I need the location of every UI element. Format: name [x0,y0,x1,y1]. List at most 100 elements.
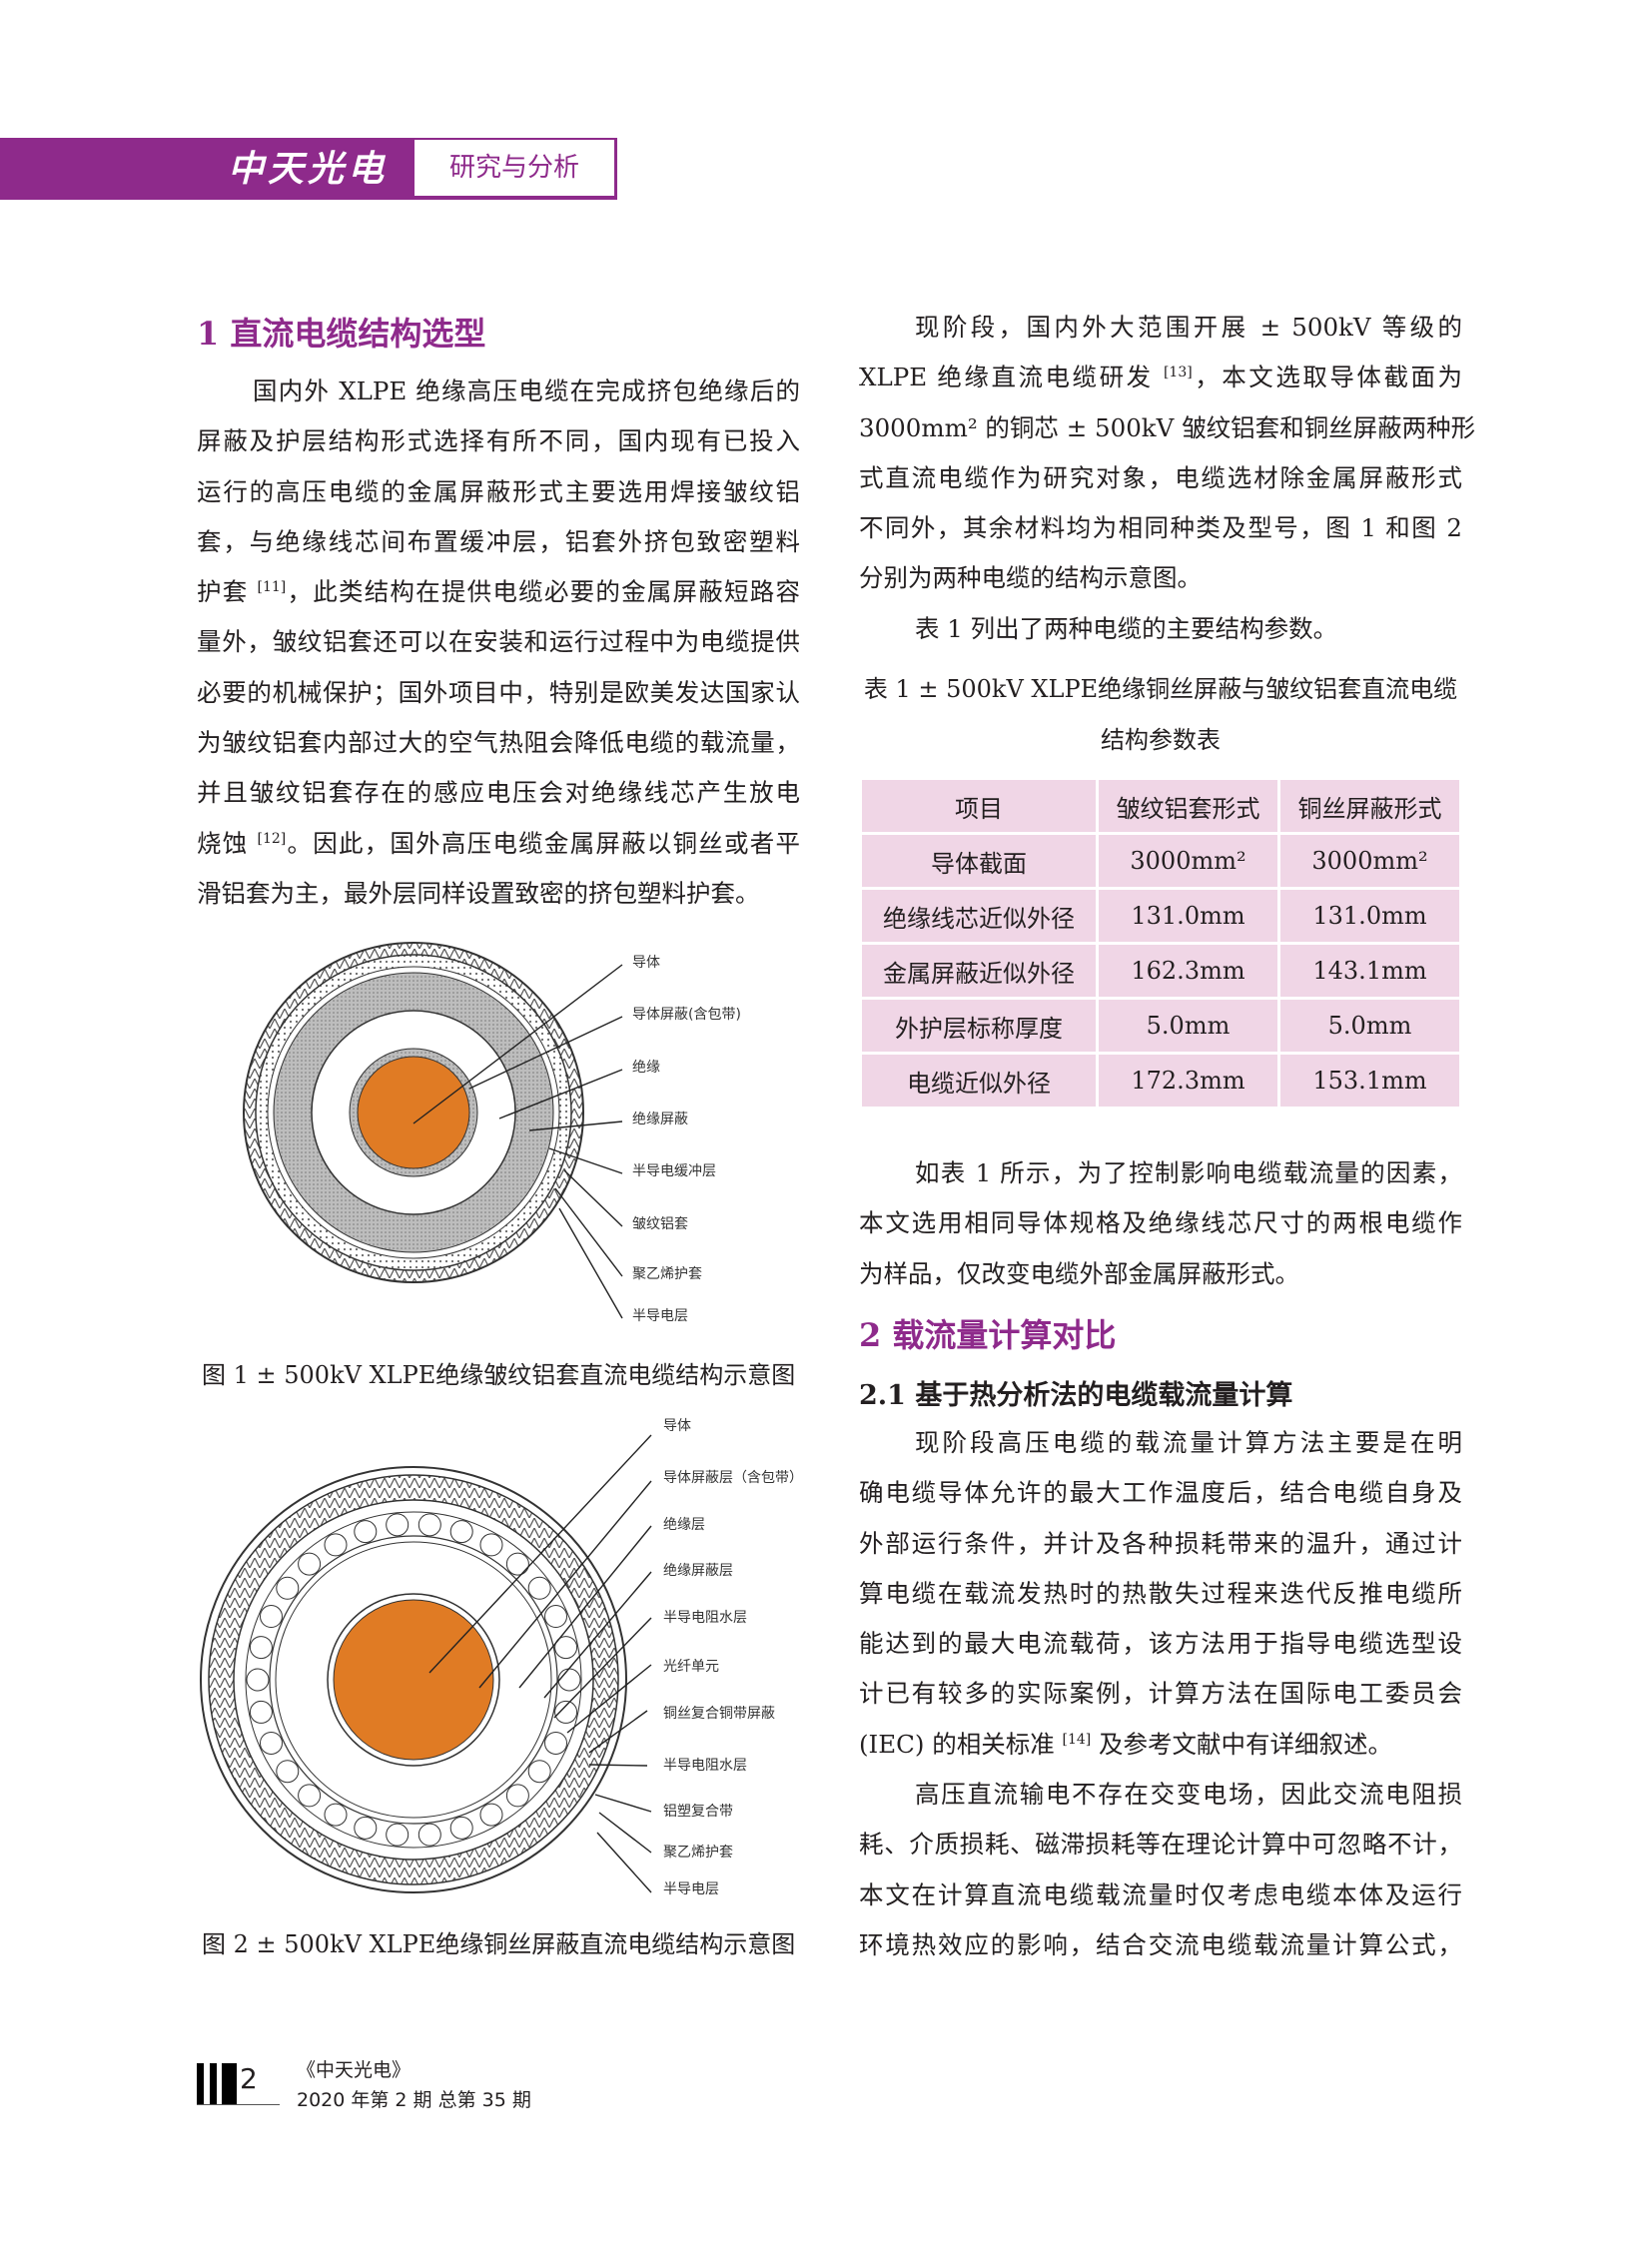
copper-wire [354,1816,378,1840]
copper-wire [544,1605,568,1629]
text-line: 式直流电缆作为研究对象，电缆选材除金属屏蔽形式 [859,462,1462,492]
copper-wire [246,1668,270,1692]
right-body-text-3: 现阶段高压电缆的载流量计算方法主要是在明确电缆导体允许的最大工作温度后，结合电缆… [859,1418,1462,1970]
copper-wire [249,1636,273,1660]
diagram-label: 半导电缓冲层 [632,1163,716,1179]
table-row: 绝缘线芯近似外径 131.0mm 131.0mm [859,887,1462,945]
copper-wire [479,1533,503,1557]
text-line: 算电缆在载流发热时的热散失过程来迭代反推电缆所 [859,1578,1462,1608]
journal-logo: 中天光电 [228,148,389,190]
diagram-label: 半导电阻水层 [663,1610,747,1626]
copper-wire [527,1760,551,1784]
copper-wire [554,1700,578,1724]
diagram-label: 聚乙烯护套 [632,1266,702,1282]
diagram-label: 绝缘层 [663,1517,705,1533]
copper-wire [449,1520,473,1544]
text-line: 环境热效应的影响，结合交流电缆载流量计算公式， [859,1929,1462,1959]
copper-wire [259,1605,283,1629]
copper-wire [354,1520,378,1544]
footer-bar-decoration [222,2063,237,2104]
text-line: 3000mm² 的铜芯 ± 500kV 皱纹铝套和铜丝屏蔽两种形 [859,412,1476,442]
copper-wire [417,1823,441,1847]
table-caption-line-1: 表 1 ± 500kV XLPE绝缘铜丝屏蔽与皱纹铝套直流电缆 [863,675,1458,703]
table-header: 铜丝屏蔽形式 [1277,777,1462,835]
table-cell: 162.3mm [1096,942,1280,1000]
diagram-label: 导体 [632,955,660,971]
table-cell: 143.1mm [1277,942,1462,1000]
footer-journal: 《中天光电》 [297,2059,412,2081]
footer-issue: 2020 年第 2 期 总第 35 期 [297,2089,531,2111]
text-line: 现阶段高压电缆的载流量计算方法主要是在明 [915,1428,1462,1457]
text-line: 本文选用相同导体规格及绝缘线芯尺寸的两根电缆作 [859,1208,1462,1238]
text-line: 计已有较多的实际案例，计算方法在国际电工委员会 [859,1679,1462,1709]
table-cell: 5.0mm [1096,997,1280,1055]
text-line: 耗、介质损耗、磁滞损耗等在理论计算中可忽略不计， [859,1830,1462,1860]
table-cell: 131.0mm [1277,887,1462,945]
table-row: 电缆近似外径 172.3mm 153.1mm [859,1052,1462,1110]
copper-wire [386,1823,410,1847]
diagram-label: 半导电层 [632,1308,688,1324]
copper-wire [544,1731,568,1755]
text-line: 确电缆导体允许的最大工作温度后，结合电缆自身及 [859,1478,1462,1508]
text-line: 为样品，仅改变电缆外部金属屏蔽形式。 [859,1258,1299,1288]
table-cell: 5.0mm [1277,997,1462,1055]
text-line: 外部运行条件，并计及各种损耗带来的温升，通过计 [859,1528,1462,1558]
section-heading-2: 2 载流量计算对比 [859,1316,1117,1354]
table-row: 外护层标称厚度 5.0mm 5.0mm [859,997,1462,1055]
figure1-caption: 图 1 ± 500kV XLPE绝缘皱纹铝套直流电缆结构示意图 [202,1361,796,1389]
copper-wire [276,1576,300,1600]
diagram-label: 光纤单元 [663,1659,719,1675]
text-line: XLPE 绝缘直流电缆研发 [13]，本文选取导体截面为 [859,363,1462,392]
copper-wire [324,1803,348,1827]
diagram-label: 导体 [663,1418,691,1434]
copper-wire [417,1513,441,1537]
text-line: 运行的高压电缆的金属屏蔽形式主要选用焊接皱纹铝 [197,476,800,506]
copper-wire [298,1784,322,1808]
copper-wire [449,1816,473,1840]
table-cell: 导体截面 [859,832,1099,890]
copper-wire [479,1803,503,1827]
cable-diagram-aluminum-sheath [243,942,623,1319]
text-line: 国内外 XLPE 绝缘高压电缆在完成挤包绝缘后的 [253,376,800,405]
diagram-label: 半导电层 [663,1881,719,1897]
copper-wire [259,1731,283,1755]
text-line: 如表 1 所示，为了控制影响电缆载流量的因素， [915,1158,1462,1187]
table-cell: 金属屏蔽近似外径 [859,942,1099,1000]
table-caption-line-2: 结构参数表 [1101,726,1221,754]
copper-wire [324,1533,348,1557]
copper-wire [554,1636,578,1660]
text-line: 表 1 列出了两种电缆的主要结构参数。 [915,613,1338,643]
table-row: 金属屏蔽近似外径 162.3mm 143.1mm [859,942,1462,1000]
figure2-caption: 图 2 ± 500kV XLPE绝缘铜丝屏蔽直流电缆结构示意图 [202,1930,796,1958]
table-cell: 绝缘线芯近似外径 [859,887,1099,945]
text-line: 套，与绝缘线芯间布置缓冲层，铝套外挤包致密塑料 [197,526,800,556]
diagram-label: 铜丝复合铜带屏蔽 [663,1706,775,1722]
right-body-text-1: 现阶段，国内外大范围开展 ± 500kV 等级的 XLPE 绝缘直流电缆研发 [1… [859,303,1476,654]
right-body-text-2: 如表 1 所示，为了控制影响电缆载流量的因素， 本文选用相同导体规格及绝缘线芯尺寸… [859,1148,1462,1299]
section-label: 研究与分析 [413,139,615,197]
table-row: 导体截面 3000mm² 3000mm² [859,832,1462,890]
diagram-label: 铝塑复合带 [663,1804,733,1820]
table-header: 项目 [859,777,1099,835]
text-line: 现阶段，国内外大范围开展 ± 500kV 等级的 [915,313,1462,342]
text-line: 滑铝套为主，最外层同样设置致密的挤包塑料护套。 [197,878,760,908]
footer-rule [197,2104,280,2105]
text-line: 不同外，其余材料均为相同种类及型号，图 1 和图 2 [859,513,1462,543]
table-header: 皱纹铝套形式 [1096,777,1280,835]
diagram-label: 绝缘屏蔽层 [663,1563,733,1579]
section-heading-1: 1 直流电缆结构选型 [197,315,486,353]
copper-wire [505,1552,529,1576]
diagram-label: 导体屏蔽层（含包带） [663,1470,803,1486]
conductor-core [333,1599,494,1761]
footer-bar-decoration [197,2063,204,2104]
text-line: 并且皱纹铝套存在的感应电压会对绝缘线芯产生放电 [197,778,800,808]
diagram-label: 绝缘屏蔽 [632,1112,688,1127]
text-line: 能达到的最大电流载荷，该方法用于指导电缆选型设 [859,1629,1462,1659]
diagram-label: 绝缘 [632,1060,660,1076]
structure-parameter-table: 项目 皱纹铝套形式 铜丝屏蔽形式 导体截面 3000mm² 3000mm² 绝缘线芯近… [859,777,1462,1110]
copper-wire [557,1668,581,1692]
text-line: 为皱纹铝套内部过大的空气热阻会降低电缆的载流量， [197,728,800,758]
table-cell: 电缆近似外径 [859,1052,1099,1110]
table-cell: 外护层标称厚度 [859,997,1099,1055]
